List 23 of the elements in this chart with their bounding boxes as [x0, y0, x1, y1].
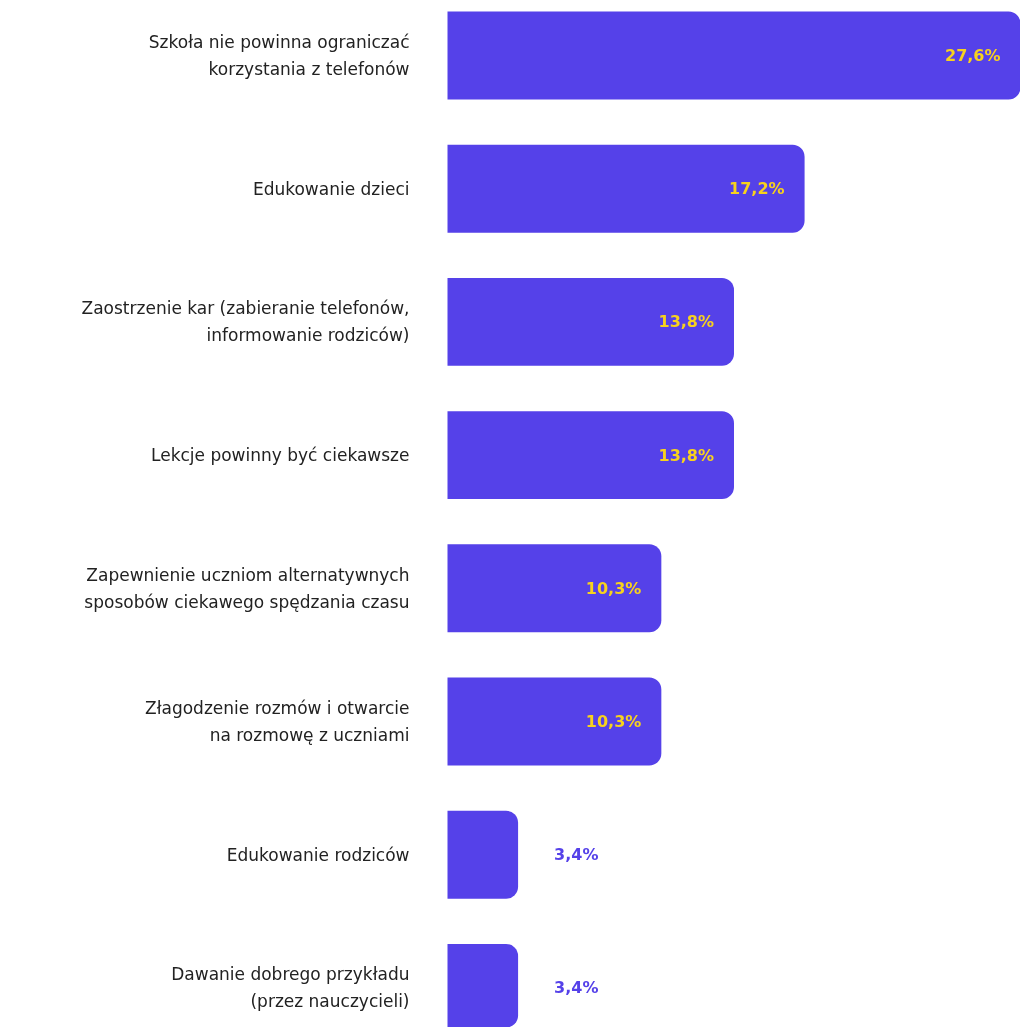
y-tick-label: Edukowanie rodziców: [226, 844, 410, 865]
bar: [447, 411, 734, 500]
data-label: 13,8%: [658, 312, 715, 332]
bar: [447, 677, 662, 766]
bar: [447, 11, 1020, 100]
bar: [447, 810, 519, 899]
data-label: 3,4%: [554, 845, 599, 865]
data-label: 13,8%: [658, 445, 715, 465]
data-label: 27,6%: [944, 46, 1001, 65]
y-tick-label: Zapewnienie uczniom alternatywnych sposobów ciekawego spędzania czasu: [84, 564, 410, 612]
y-tick-label: Zaostrzenie kar (zabieranie telefonów, informowanie rodziców): [81, 298, 410, 346]
y-tick-label: Szkoła nie powinna ograniczać korzystania z telefonów: [148, 32, 410, 79]
data-label: 3,4%: [554, 978, 599, 998]
bar: [447, 144, 805, 233]
bar: [447, 277, 734, 366]
y-tick-label: Złagodzenie rozmów i otwarcie na rozmowę z uczniami: [145, 698, 410, 745]
y-tick-label: Edukowanie dzieci: [252, 178, 410, 199]
data-label: 10,3%: [585, 712, 642, 731]
bar: [447, 544, 662, 633]
data-label: 10,3%: [585, 578, 642, 598]
data-label: 17,2%: [729, 179, 785, 199]
y-tick-label: Lekcje powinny być ciekawsze: [151, 445, 410, 466]
y-tick-label: Dawanie dobrego przykładu (przez nauczycieli): [171, 964, 410, 1012]
